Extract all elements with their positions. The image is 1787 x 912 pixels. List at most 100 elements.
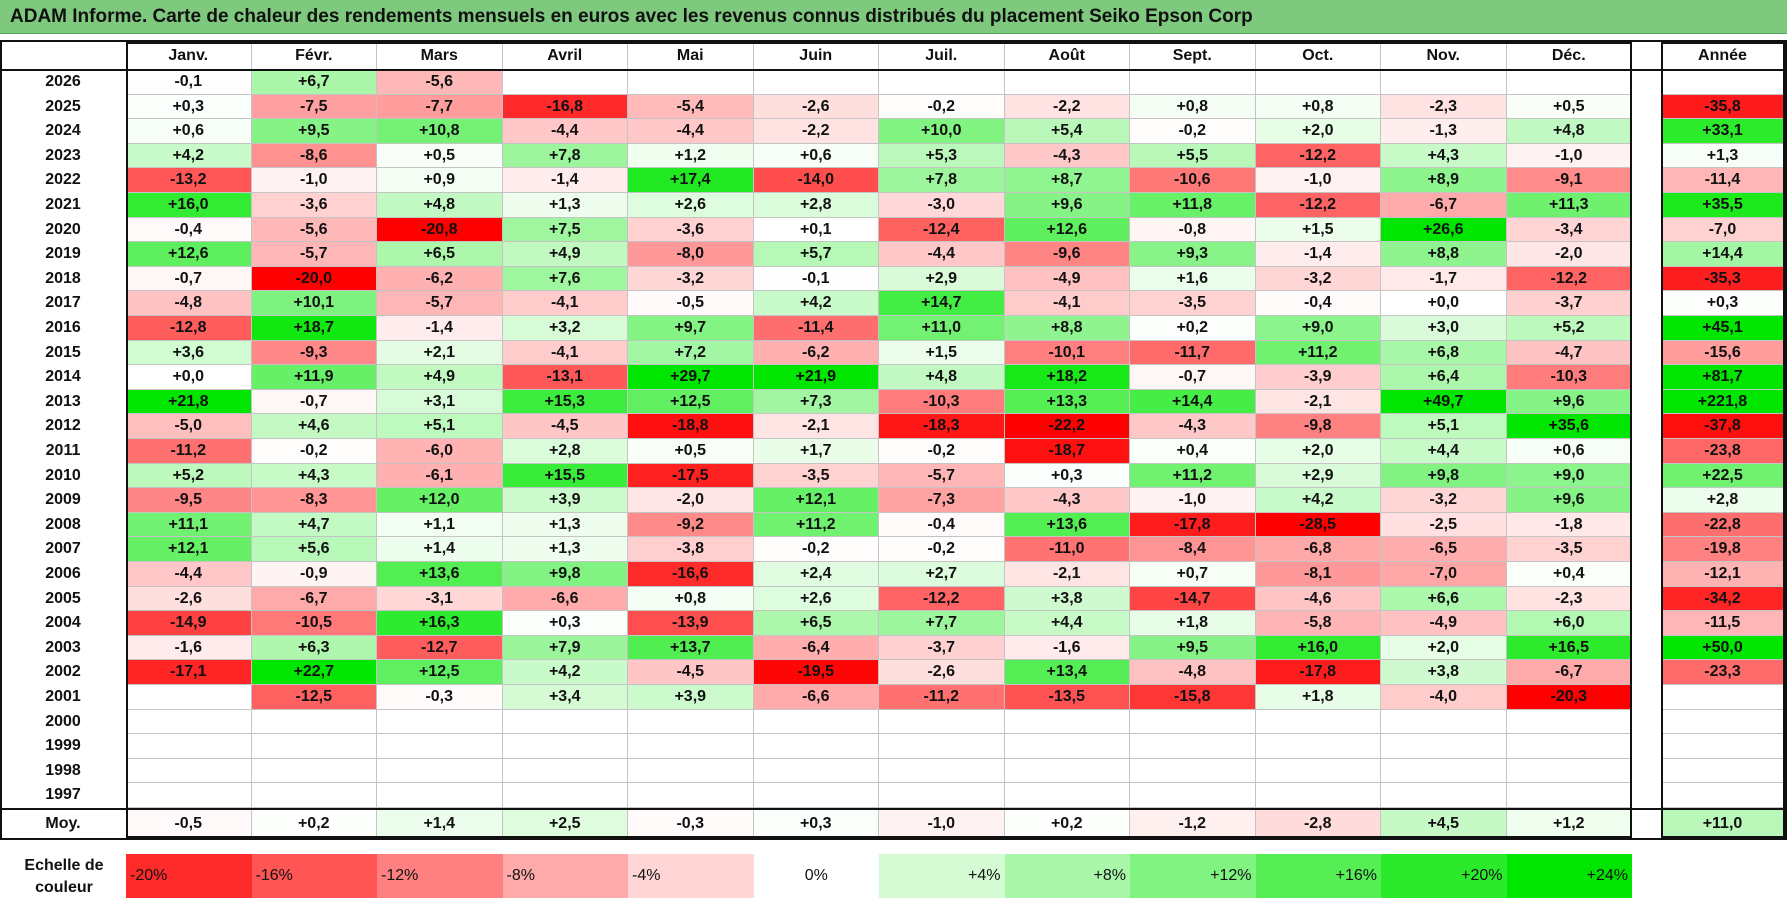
heatmap-cell: +8,8: [1004, 316, 1130, 341]
heatmap-cell: [1130, 783, 1256, 808]
heatmap-cell: +4,3: [1381, 143, 1507, 169]
average-label: Moy.: [45, 815, 81, 832]
heatmap-cell: +3,9: [628, 685, 754, 710]
heatmap-cell: -5,6: [251, 217, 377, 243]
heatmap-cell: -3,6: [251, 193, 377, 218]
heatmap-cell: -18,8: [628, 414, 754, 439]
heatmap-cell: +1,3: [502, 193, 628, 218]
heatmap-cell: [1004, 758, 1130, 784]
annual-cell: -11,4: [1661, 168, 1785, 193]
heatmap-cell: -20,0: [251, 266, 377, 292]
heatmap-cell: [251, 783, 377, 808]
year-label: 2017: [45, 294, 81, 312]
color-scale-swatch: -20%: [126, 854, 252, 898]
year-label: 2025: [45, 97, 81, 115]
heatmap-cell: +2,4: [753, 562, 879, 587]
heatmap-cell: -3,1: [377, 586, 503, 612]
annual-cell: +14,4: [1661, 242, 1785, 267]
heatmap-cell: +12,5: [377, 660, 503, 685]
year-label: 2006: [45, 565, 81, 582]
heatmap-cell: -0,7: [126, 266, 252, 292]
heatmap-cell: -15,8: [1130, 685, 1256, 710]
color-scale-swatch: +4%: [879, 854, 1005, 898]
heatmap-cell: +1,3: [502, 512, 628, 538]
heatmap-cell: +6,4: [1381, 365, 1507, 390]
heatmap-cell: -12,8: [126, 316, 252, 341]
average-cell: +1,2: [1506, 810, 1632, 838]
heatmap-cell: -4,6: [1255, 586, 1381, 612]
heatmap-cell: +4,4: [1381, 439, 1507, 464]
heatmap-cell: +2,0: [1255, 119, 1381, 144]
heatmap-cell: -16,8: [502, 94, 628, 120]
heatmap-cell: +1,4: [377, 537, 503, 562]
heatmap-cell: -11,2: [126, 439, 252, 464]
annual-cell: +50,0: [1661, 635, 1785, 661]
color-scale-swatch: -4%: [628, 854, 754, 898]
heatmap-cell: -0,2: [251, 439, 377, 464]
heatmap-cell: -1,4: [1255, 242, 1381, 267]
heatmap-cell: +49,7: [1381, 389, 1507, 415]
heatmap-cell: +12,1: [753, 488, 879, 513]
year-label: 2010: [45, 466, 81, 484]
heatmap-cell: [251, 758, 377, 784]
heatmap-cell: +1,1: [377, 512, 503, 538]
heatmap-cell: +16,3: [377, 611, 503, 636]
heatmap-cell: +0,6: [753, 143, 879, 169]
heatmap-cell: -4,3: [1004, 143, 1130, 169]
heatmap-cell: +10,0: [879, 119, 1005, 144]
heatmap-cell: [753, 758, 879, 784]
heatmap-cell: +6,5: [377, 242, 503, 267]
heatmap-cell: +35,6: [1506, 414, 1632, 439]
heatmap-cell: +11,0: [879, 316, 1005, 341]
average-cell: +1,4: [377, 810, 503, 838]
heatmap-cell: +11,8: [1130, 193, 1256, 218]
heatmap-cell: [1381, 70, 1507, 95]
heatmap-cell: -4,9: [1381, 611, 1507, 636]
heatmap-cell: +2,0: [1381, 635, 1507, 661]
heatmap-cell: +13,7: [628, 635, 754, 661]
heatmap-cell: +4,8: [879, 365, 1005, 390]
heatmap-cell: -0,3: [377, 685, 503, 710]
heatmap-cell: -12,4: [879, 217, 1005, 243]
heatmap-cell: -12,2: [1506, 266, 1632, 292]
heatmap-cell: +0,2: [1130, 316, 1256, 341]
heatmap-cell: +3,2: [502, 316, 628, 341]
heatmap-cell: +0,8: [1255, 94, 1381, 120]
heatmap-cell: -28,5: [1255, 512, 1381, 538]
month-header: Août: [1004, 42, 1130, 70]
heatmap-cell: -2,2: [753, 119, 879, 144]
heatmap-cell: +9,6: [1506, 389, 1632, 415]
heatmap-cell: -0,2: [879, 94, 1005, 120]
heatmap-cell: +4,8: [1506, 119, 1632, 144]
heatmap-cell: +13,6: [377, 562, 503, 587]
year-label: 2012: [45, 417, 81, 435]
heatmap-cell: +4,2: [1255, 488, 1381, 513]
heatmap-cell: -7,7: [377, 94, 503, 120]
heatmap-cell: -6,6: [753, 685, 879, 710]
heatmap-cell: [628, 758, 754, 784]
heatmap-cell: -11,2: [879, 685, 1005, 710]
annual-cell: -37,8: [1661, 414, 1785, 439]
heatmap-cell: [628, 709, 754, 735]
heatmap-cell: -0,2: [879, 439, 1005, 464]
heatmap-cell: [879, 783, 1005, 808]
heatmap-cell: -13,9: [628, 611, 754, 636]
heatmap-cell: +4,2: [753, 291, 879, 316]
heatmap-cell: [1506, 734, 1632, 759]
heatmap-cell: -9,1: [1506, 168, 1632, 193]
heatmap-cell: +10,8: [377, 119, 503, 144]
heatmap-cell: +3,8: [1004, 586, 1130, 612]
heatmap-cell: -20,3: [1506, 685, 1632, 710]
annual-cell: -23,8: [1661, 439, 1785, 464]
average-cell: -2,8: [1255, 810, 1381, 838]
heatmap-cell: -17,8: [1255, 660, 1381, 685]
year-label: 2021: [45, 196, 81, 213]
year-label: 2022: [45, 171, 81, 189]
heatmap-cell: +12,0: [377, 488, 503, 513]
heatmap-cell: [502, 70, 628, 95]
heatmap-cell: -4,1: [502, 340, 628, 366]
heatmap-cell: -3,6: [628, 217, 754, 243]
heatmap-cell: -3,0: [879, 193, 1005, 218]
month-header: Mars: [377, 42, 503, 70]
heatmap-cell: -11,7: [1130, 340, 1256, 366]
